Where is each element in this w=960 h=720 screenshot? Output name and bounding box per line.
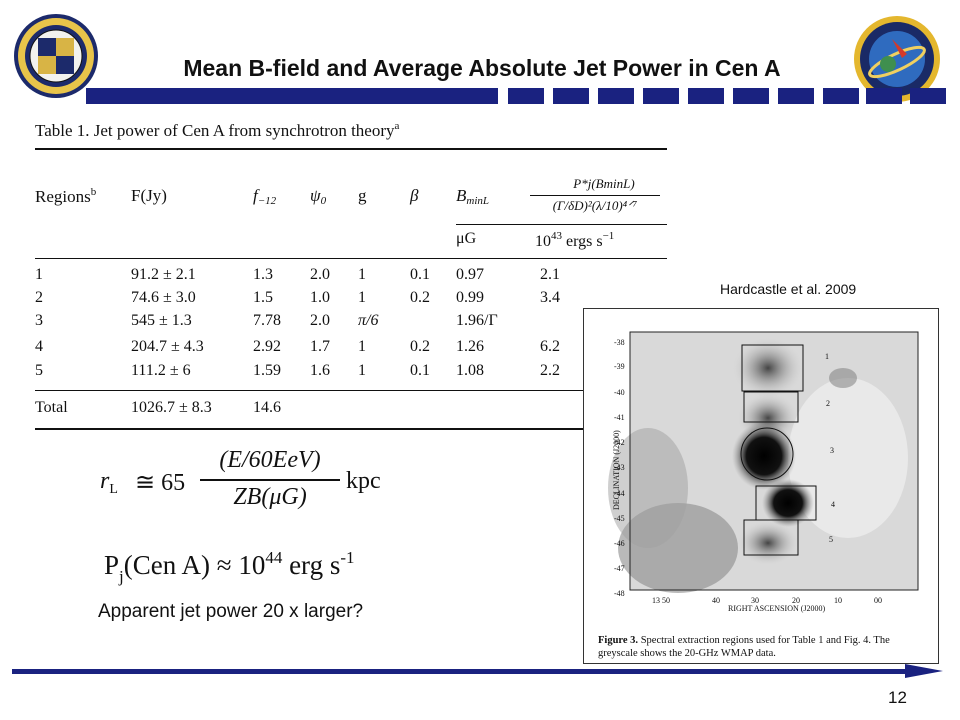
larmor-approx: ≅ 65	[135, 470, 186, 496]
table-header-rule	[35, 258, 667, 259]
figure-x-axis-label: RIGHT ASCENSION (J2000)	[728, 604, 826, 613]
jet-power-equation: Pj(Cen A) ≈ 1044 erg s-1	[104, 548, 355, 586]
figure-caption: Figure 3. Spectral extraction regions us…	[598, 635, 890, 659]
region-box-5	[743, 519, 799, 556]
slide-title: Mean B-field and Average Absolute Jet Po…	[183, 55, 781, 81]
header-pj-numer: P*j(BminL)	[573, 176, 635, 191]
header-unit-p: 1043 ergs s−1	[535, 230, 615, 250]
header-pj-denom: (Γ/δD)²(λ/10)⁴ᐟ⁷	[552, 198, 638, 213]
header-fjy: F(Jy)	[131, 186, 167, 205]
larmor-numerator: (E/60EeV)	[219, 447, 321, 473]
arrow-right-icon	[905, 664, 943, 678]
space-science-division-icon	[854, 16, 940, 102]
footer-line	[12, 669, 924, 674]
table-bottom-rule	[35, 428, 583, 430]
table-caption: Table 1. Jet power of Cen A from synchro…	[35, 120, 400, 140]
header-g: g	[358, 186, 367, 205]
table-total-rule	[35, 390, 667, 391]
header-regions: Regionsb	[35, 186, 97, 206]
larmor-denominator: ZB(μG)	[233, 484, 307, 510]
larmor-lhs: rL	[100, 468, 118, 497]
header-psi0: ψ0	[310, 186, 327, 207]
region-box-2	[743, 391, 799, 423]
header-f12: f−12	[253, 186, 277, 207]
larmor-fraction-line	[200, 479, 340, 481]
ssd-logo	[852, 14, 942, 109]
header-bminl: BminL	[456, 186, 490, 207]
nrl-logo	[12, 12, 100, 105]
nrl-seal-icon	[14, 14, 98, 98]
header-unit-b: μG	[456, 230, 477, 247]
wmap-greyscale-image	[608, 331, 919, 593]
table-top-rule	[35, 148, 667, 150]
region-box-1	[741, 344, 804, 392]
header-pj-fraction-line	[530, 195, 660, 196]
header-unit-rule	[456, 224, 667, 225]
apparent-jet-power-note: Apparent jet power 20 x larger?	[98, 601, 364, 622]
larmor-unit: kpc	[346, 468, 381, 494]
page-number: 12	[888, 688, 907, 707]
region-circle-3	[740, 427, 794, 481]
citation-label: Hardcastle et al. 2009	[720, 281, 857, 297]
header-beta: β	[410, 186, 419, 205]
